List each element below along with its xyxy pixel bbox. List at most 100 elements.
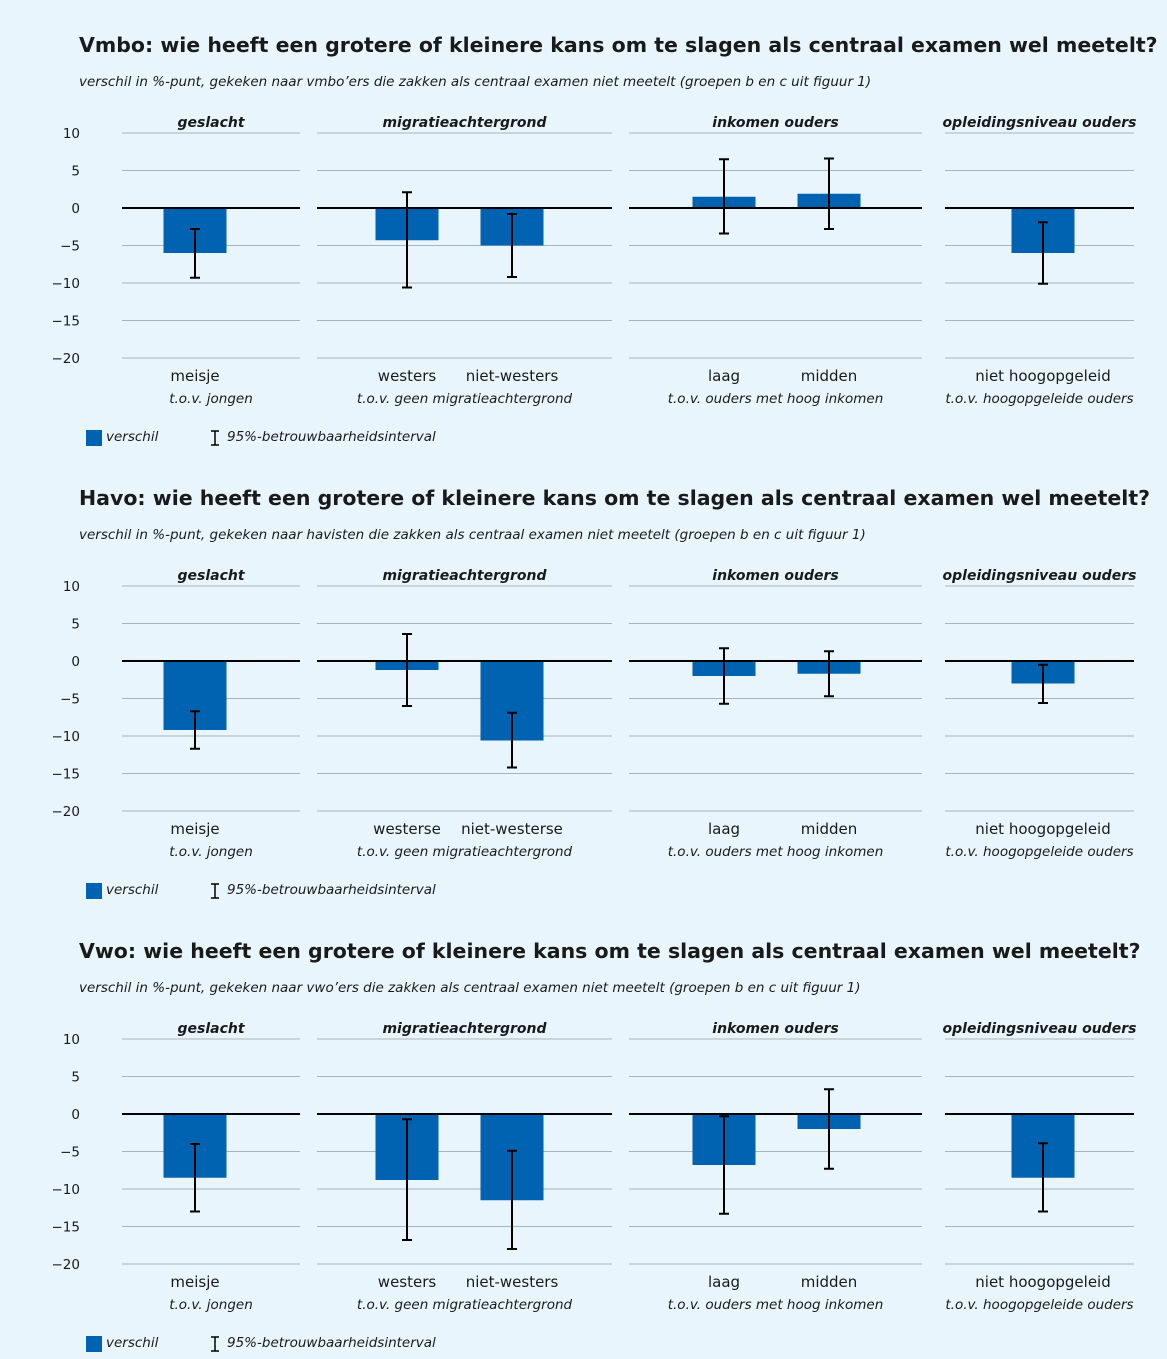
y-tick-label: 10 — [63, 1032, 80, 1048]
panel-header: opleidingsniveau ouders — [943, 1021, 1137, 1037]
error-bar — [402, 1118, 412, 1241]
category-label: niet hoogopgeleid — [975, 820, 1110, 838]
panel-header: inkomen ouders — [712, 115, 838, 131]
legend-label-difference: verschil — [106, 882, 159, 898]
category-label: laag — [708, 820, 740, 838]
panel-header: geslacht — [177, 568, 245, 584]
y-tick-label: −20 — [52, 804, 81, 820]
chart-2: Havo: wie heeft een grotere of kleinere … — [0, 453, 1167, 906]
reference-label: t.o.v. ouders met hoog inkomen — [668, 1297, 884, 1313]
bar-plot: 10 5 0 −5 −10 −15 −20 geslacht meisje t.o.v. jong… — [52, 115, 1137, 407]
category-label: laag — [708, 1273, 740, 1291]
category-label: meisje — [170, 367, 219, 385]
panel-header: opleidingsniveau ouders — [943, 568, 1137, 584]
error-bar-icon — [211, 430, 219, 446]
error-bar — [507, 213, 517, 278]
y-tick-label: −5 — [60, 692, 80, 708]
error-bar — [1038, 663, 1048, 704]
chart-subtitle: verschil in %-punt, gekeken naar haviste… — [79, 527, 866, 543]
legend-swatch — [86, 883, 102, 899]
y-tick-label: −20 — [52, 1257, 81, 1273]
panel-header: migratieachtergrond — [382, 568, 547, 584]
chart-title: Havo: wie heeft een grotere of kleinere … — [79, 486, 1151, 510]
y-tick-label: 5 — [71, 164, 80, 180]
category-label: niet hoogopgeleid — [975, 367, 1110, 385]
y-tick-label: −20 — [52, 351, 81, 367]
category-label: westers — [378, 367, 437, 385]
error-bar — [719, 1115, 729, 1215]
category-label: westers — [378, 1273, 437, 1291]
y-tick-label: −15 — [52, 1220, 81, 1236]
error-bar — [824, 650, 834, 698]
y-tick-label: 10 — [63, 126, 80, 142]
y-tick-label: −10 — [52, 276, 81, 292]
error-bar-icon — [211, 883, 219, 899]
error-bar — [190, 228, 200, 279]
legend-swatch — [86, 1336, 102, 1352]
category-label: midden — [801, 367, 858, 385]
panel-header: geslacht — [177, 1021, 245, 1037]
reference-label: t.o.v. hoogopgeleide ouders — [945, 391, 1133, 407]
y-tick-label: −10 — [52, 1182, 81, 1198]
error-bar — [1038, 1142, 1048, 1213]
reference-label: t.o.v. jongen — [169, 844, 253, 860]
y-tick-label: −15 — [52, 767, 81, 783]
reference-label: t.o.v. hoogopgeleide ouders — [945, 844, 1133, 860]
legend-label-ci: 95%-betrouwbaarheidsinterval — [227, 429, 436, 445]
category-label: niet-westers — [466, 1273, 559, 1291]
reference-label: t.o.v. jongen — [169, 391, 253, 407]
category-label: midden — [801, 820, 858, 838]
legend-label-difference: verschil — [106, 1335, 159, 1351]
y-tick-label: −10 — [52, 729, 81, 745]
category-label: niet-westerse — [461, 820, 563, 838]
reference-label: t.o.v. ouders met hoog inkomen — [668, 391, 884, 407]
chart-title: Vwo: wie heeft een grotere of kleinere k… — [79, 939, 1141, 963]
reference-label: t.o.v. hoogopgeleide ouders — [945, 1297, 1133, 1313]
legend-label-ci: 95%-betrouwbaarheidsinterval — [227, 1335, 436, 1351]
reference-label: t.o.v. geen migratieachtergrond — [357, 1297, 573, 1313]
chart-subtitle: verschil in %-punt, gekeken naar vwo’ers… — [79, 980, 861, 996]
y-tick-label: −5 — [60, 1145, 80, 1161]
error-bar — [824, 157, 834, 230]
legend-swatch — [86, 430, 102, 446]
error-bar — [190, 1143, 200, 1213]
panel-header: geslacht — [177, 115, 245, 131]
chart-3: Vwo: wie heeft een grotere of kleinere k… — [0, 906, 1167, 1359]
category-label: niet-westers — [466, 367, 559, 385]
reference-label: t.o.v. geen migratieachtergrond — [357, 844, 573, 860]
chart-1: Vmbo: wie heeft een grotere of kleinere … — [0, 0, 1167, 453]
legend-label-difference: verschil — [106, 429, 159, 445]
error-bar-icon — [211, 1336, 219, 1352]
y-tick-label: 0 — [71, 1107, 80, 1123]
category-label: meisje — [170, 1273, 219, 1291]
error-bar — [402, 633, 412, 707]
category-label: niet hoogopgeleid — [975, 1273, 1110, 1291]
panel-header: inkomen ouders — [712, 568, 838, 584]
panel-header: migratieachtergrond — [382, 115, 547, 131]
bar-plot: 10 5 0 −5 −10 −15 −20 geslacht meisje t.o.v. jong… — [52, 568, 1137, 860]
y-tick-label: 0 — [71, 201, 80, 217]
bar-plot: 10 5 0 −5 −10 −15 −20 geslacht meisje t.o.v. jong… — [52, 1021, 1137, 1313]
category-label: meisje — [170, 820, 219, 838]
error-bar — [507, 711, 517, 769]
error-bar — [719, 647, 729, 705]
error-bar — [1038, 221, 1048, 285]
chart-title: Vmbo: wie heeft een grotere of kleinere … — [79, 33, 1158, 57]
reference-label: t.o.v. ouders met hoog inkomen — [668, 844, 884, 860]
error-bar — [719, 158, 729, 235]
chart-subtitle: verschil in %-punt, gekeken naar vmbo’er… — [79, 74, 872, 90]
y-tick-label: 5 — [71, 1070, 80, 1086]
y-tick-label: 10 — [63, 579, 80, 595]
reference-label: t.o.v. jongen — [169, 1297, 253, 1313]
y-tick-label: −15 — [52, 314, 81, 330]
panel-header: inkomen ouders — [712, 1021, 838, 1037]
panel-header: opleidingsniveau ouders — [943, 115, 1137, 131]
panel-header: migratieachtergrond — [382, 1021, 547, 1037]
y-tick-label: 0 — [71, 654, 80, 670]
y-tick-label: 5 — [71, 617, 80, 633]
error-bar — [824, 1088, 834, 1170]
error-bar — [190, 710, 200, 750]
category-label: midden — [801, 1273, 858, 1291]
reference-label: t.o.v. geen migratieachtergrond — [357, 391, 573, 407]
